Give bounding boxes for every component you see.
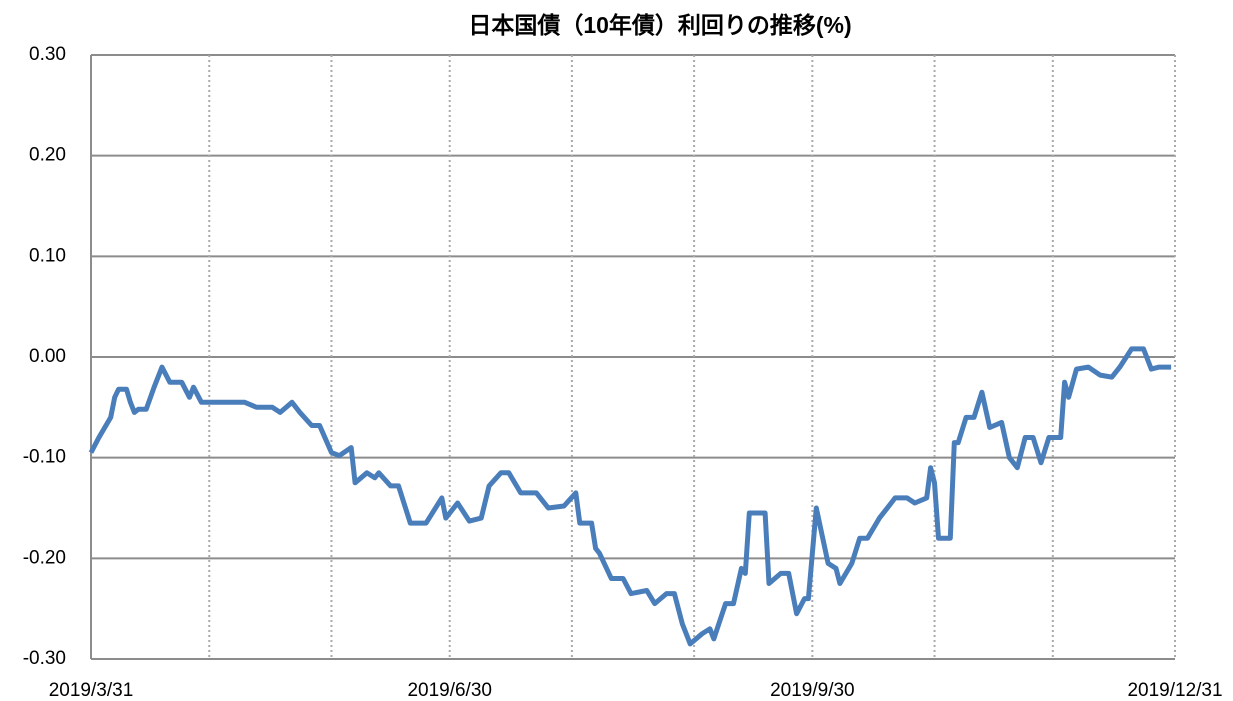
y-tick-label: 0.30 (29, 44, 66, 65)
y-tick-label: -0.30 (23, 648, 66, 669)
y-tick-label: 0.20 (29, 145, 66, 166)
x-tick-label: 2019/12/31 (1127, 680, 1222, 701)
chart-title: 日本国債（10年債）利回りの推移(%) (468, 12, 851, 38)
y-tick-label: -0.10 (23, 447, 66, 468)
y-tick-label: 0.00 (29, 346, 66, 367)
data-line (88, 346, 1172, 647)
x-tick-label: 2019/9/30 (770, 680, 855, 701)
y-tick-label: 0.10 (29, 245, 66, 266)
y-tick-label: -0.20 (23, 547, 66, 568)
x-tick-label: 2019/6/30 (407, 680, 492, 701)
x-tick-label: 2019/3/31 (49, 680, 134, 701)
